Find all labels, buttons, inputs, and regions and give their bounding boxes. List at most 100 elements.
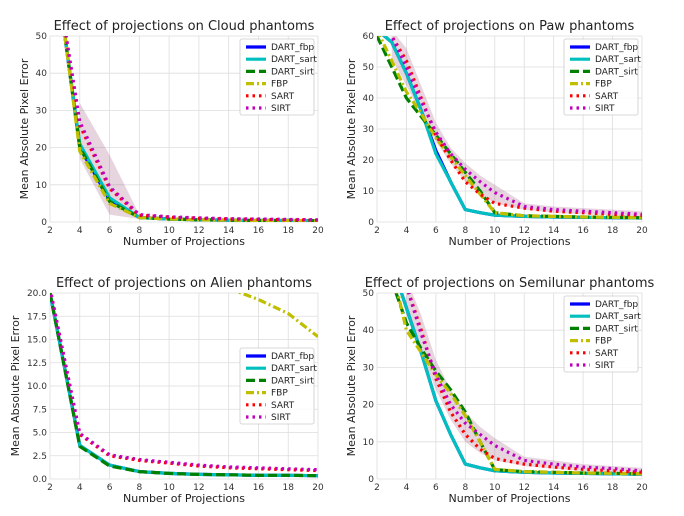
- legend-label: DART_fbp: [595, 43, 638, 53]
- x-tick-label: 10: [489, 226, 501, 236]
- y-tick-label: 60: [363, 32, 375, 42]
- series-line-fbp: [378, 36, 642, 220]
- x-axis-label: Number of Projections: [123, 492, 245, 505]
- x-tick-label: 16: [253, 483, 265, 493]
- x-axis-label: Number of Projections: [449, 492, 571, 505]
- legend-label: DART_sart: [271, 55, 317, 65]
- legend: DART_fbp DART_sart DART_sirt FBP SART SIRT: [239, 38, 317, 116]
- y-tick-label: 15.0: [27, 336, 47, 346]
- y-tick-label: 50: [363, 63, 375, 73]
- x-tick-label: 4: [77, 483, 83, 493]
- y-tick-label: 40: [36, 69, 48, 79]
- legend-label: FBP: [595, 337, 612, 347]
- x-tick-label: 18: [282, 226, 294, 236]
- x-tick-label: 4: [77, 226, 83, 236]
- x-tick-label: 14: [548, 226, 560, 236]
- y-tick-label: 5.0: [33, 429, 48, 439]
- x-tick-label: 20: [312, 226, 324, 236]
- chart-title: Effect of projections on Semilunar phant…: [365, 276, 655, 291]
- y-tick-label: 2.5: [33, 452, 47, 462]
- legend-label: DART_sart: [595, 312, 641, 322]
- x-tick-label: 18: [607, 483, 619, 493]
- x-tick-label: 16: [253, 226, 265, 236]
- y-tick-label: 10: [363, 187, 375, 197]
- legend-label: DART_sart: [595, 55, 641, 65]
- legend-label: DART_sirt: [595, 67, 638, 77]
- y-tick-label: 0: [368, 218, 374, 228]
- confidence-band: [406, 293, 642, 474]
- y-axis-label: Mean Absolute Pixel Error: [9, 315, 22, 456]
- y-tick-label: 10: [363, 438, 375, 448]
- x-tick-label: 14: [223, 226, 235, 236]
- series-line-sart: [407, 293, 642, 474]
- y-tick-label: 0: [368, 475, 374, 485]
- legend-label: FBP: [271, 80, 288, 90]
- x-tick-label: 10: [489, 483, 501, 493]
- y-tick-label: 20: [36, 144, 48, 154]
- legend-label: SART: [595, 349, 619, 359]
- chart-title: Effect of projections on Alien phantoms: [56, 276, 312, 291]
- legend-label: DART_fbp: [271, 43, 314, 53]
- series-line-dart_sirt: [50, 293, 318, 478]
- y-tick-label: 0: [41, 218, 47, 228]
- legend-label: DART_fbp: [595, 300, 638, 310]
- x-tick-label: 2: [47, 483, 53, 493]
- legend-label: FBP: [271, 389, 288, 399]
- confidence-band: [79, 103, 140, 219]
- x-tick-label: 14: [223, 483, 235, 493]
- x-tick-label: 6: [433, 226, 439, 236]
- legend-label: SIRT: [595, 361, 615, 371]
- series-line-dart_sart: [381, 36, 642, 220]
- y-axis-label: Mean Absolute Pixel Error: [345, 58, 358, 199]
- x-tick-label: 18: [607, 226, 619, 236]
- y-tick-label: 17.5: [27, 312, 47, 322]
- legend-label: SIRT: [595, 104, 615, 114]
- series-line-sart: [50, 293, 318, 473]
- x-axis-label: Number of Projections: [449, 235, 571, 248]
- chart-title: Effect of projections on Paw phantoms: [385, 19, 635, 34]
- y-tick-label: 20.0: [27, 289, 47, 299]
- x-tick-label: 16: [577, 226, 589, 236]
- y-tick-label: 20: [363, 401, 375, 411]
- x-tick-label: 10: [163, 483, 175, 493]
- x-tick-label: 4: [404, 483, 410, 493]
- x-tick-label: 8: [136, 483, 142, 493]
- y-axis-label: Mean Absolute Pixel Error: [345, 315, 358, 456]
- y-tick-label: 30: [363, 363, 375, 373]
- legend: DART_fbp DART_sart DART_sirt FBP SART SIRT: [563, 38, 641, 116]
- series-line-sart: [389, 36, 642, 217]
- x-tick-label: 16: [577, 483, 589, 493]
- series-line-fbp: [63, 36, 318, 222]
- legend-label: SART: [595, 92, 619, 102]
- y-tick-label: 20: [363, 156, 375, 166]
- x-tick-label: 20: [312, 483, 324, 493]
- y-tick-label: 12.5: [27, 359, 47, 369]
- legend-label: DART_sirt: [271, 376, 314, 386]
- legend-label: DART_sirt: [271, 67, 314, 77]
- legend-label: SIRT: [271, 104, 291, 114]
- x-tick-label: 8: [462, 226, 468, 236]
- x-tick-label: 12: [193, 226, 204, 236]
- legend-label: DART_fbp: [271, 352, 314, 362]
- x-axis-label: Number of Projections: [123, 235, 245, 248]
- series-line-sirt: [406, 293, 642, 473]
- y-tick-label: 50: [36, 32, 48, 42]
- legend-label: SIRT: [271, 413, 291, 423]
- chart-panel: 2 4 6 8 10 12 14 16 18 20 0 10 20 30 40 50 60 Effect of p…: [345, 19, 648, 248]
- x-tick-label: 20: [636, 226, 648, 236]
- x-tick-label: 20: [636, 483, 648, 493]
- x-tick-label: 6: [433, 483, 439, 493]
- chart-title: Effect of projections on Cloud phantoms: [54, 19, 315, 34]
- y-tick-label: 30: [363, 125, 375, 135]
- x-tick-label: 6: [107, 483, 113, 493]
- series-line-dart_sirt: [377, 36, 642, 220]
- x-tick-label: 10: [163, 226, 175, 236]
- chart-panel: 2 4 6 8 10 12 14 16 18 20 0.0 2.5 5.0 7.5 10.0 12.5 15.0…: [9, 276, 324, 505]
- series-line-sirt: [389, 36, 642, 216]
- y-tick-label: 10: [36, 181, 48, 191]
- y-tick-label: 0.0: [33, 475, 48, 485]
- y-axis-label: Mean Absolute Pixel Error: [18, 58, 31, 199]
